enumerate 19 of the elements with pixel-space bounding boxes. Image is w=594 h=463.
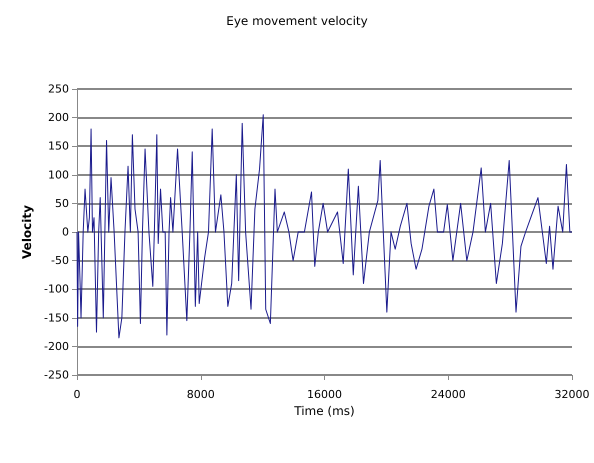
y-tick-label: 50	[55, 196, 69, 210]
x-tick-label: 16000	[307, 388, 342, 401]
y-tick-label: -200	[44, 340, 69, 353]
x-tick-label: 0	[74, 388, 80, 401]
y-tick-label: 150	[48, 140, 69, 153]
y-tick-label: -100	[44, 282, 69, 296]
y-tick-label: 100	[48, 168, 69, 182]
x-tick-label: 32000	[554, 388, 590, 401]
y-tick-label: -150	[44, 311, 69, 324]
y-tick-label: 200	[48, 111, 69, 124]
y-axis-title: Velocity	[20, 204, 34, 259]
x-tick-label: 24000	[430, 388, 466, 401]
x-tick-label: 8000	[186, 388, 215, 401]
y-tick-label: 250	[48, 82, 69, 96]
y-tick-label: -50	[51, 254, 69, 268]
y-tick-label: -250	[44, 368, 69, 382]
chart-title: Eye movement velocity	[226, 14, 368, 28]
x-axis-title: Time (ms)	[293, 404, 355, 418]
y-tick-label: 0	[62, 226, 69, 238]
